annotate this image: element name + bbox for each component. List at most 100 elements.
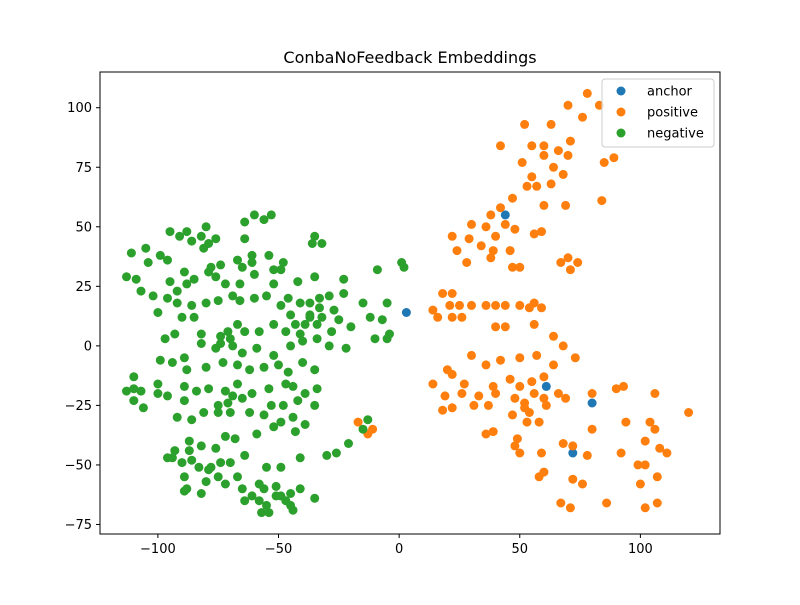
point-positive-122: [662, 448, 672, 458]
point-negative-35: [269, 279, 279, 289]
point-negative-168: [290, 427, 300, 437]
point-negative-42: [182, 279, 192, 289]
point-negative-87: [399, 262, 409, 272]
point-positive-16: [549, 162, 558, 172]
point-positive-54: [515, 300, 525, 310]
point-negative-122: [245, 365, 255, 375]
point-positive-21: [532, 181, 542, 191]
point-positive-96: [541, 400, 551, 410]
point-positive-123: [640, 436, 650, 446]
point-negative-89: [305, 312, 315, 322]
point-negative-90: [312, 319, 322, 329]
x-tick-label-4: 100: [628, 542, 653, 557]
point-positive-90: [510, 393, 520, 403]
point-positive-109: [534, 417, 544, 427]
point-negative-101: [252, 343, 262, 353]
point-negative-131: [122, 386, 131, 396]
point-negative-196: [331, 448, 341, 458]
point-positive-23: [561, 200, 571, 210]
point-positive-44: [563, 253, 573, 263]
point-negative-152: [310, 400, 320, 410]
point-positive-88: [474, 391, 484, 401]
point-negative-115: [167, 358, 177, 367]
point-positive-14: [599, 158, 609, 167]
point-negative-95: [240, 327, 250, 337]
point-positive-103: [438, 405, 448, 415]
point-negative-62: [283, 293, 293, 303]
point-negative-209: [220, 479, 230, 489]
point-negative-59: [249, 293, 259, 303]
point-positive-34: [510, 224, 520, 234]
point-negative-174: [184, 436, 194, 446]
point-positive-139: [539, 467, 549, 477]
point-negative-39: [211, 272, 221, 282]
point-negative-12: [175, 231, 185, 241]
point-negative-179: [187, 455, 197, 465]
point-positive-115: [587, 424, 597, 434]
point-negative-121: [233, 360, 242, 370]
point-negative-140: [220, 386, 230, 396]
point-negative-112: [196, 329, 206, 339]
point-negative-5: [165, 227, 175, 237]
point-positive-134: [578, 479, 587, 489]
point-negative-176: [184, 446, 194, 456]
point-negative-14: [155, 250, 165, 260]
point-negative-180: [194, 462, 204, 472]
point-negative-207: [247, 491, 257, 501]
point-positive-80: [428, 379, 438, 389]
point-positive-93: [539, 393, 549, 403]
point-positive-36: [537, 227, 546, 237]
point-positive-89: [491, 389, 501, 398]
point-negative-91: [295, 329, 305, 339]
point-negative-105: [312, 334, 322, 344]
point-negative-3: [259, 215, 269, 225]
point-negative-120: [218, 358, 228, 367]
point-negative-220: [257, 508, 267, 518]
point-negative-61: [276, 300, 286, 310]
point-negative-76: [327, 327, 337, 337]
point-negative-100: [237, 348, 247, 358]
point-positive-59: [428, 305, 438, 315]
point-negative-50: [163, 293, 172, 303]
point-positive-17: [527, 172, 537, 182]
point-negative-37: [235, 279, 245, 289]
point-positive-5: [546, 119, 556, 129]
point-negative-193: [276, 462, 286, 472]
point-positive-125: [619, 381, 628, 391]
point-positive-32: [464, 234, 474, 244]
point-negative-128: [129, 372, 139, 382]
point-positive-106: [512, 434, 522, 444]
point-negative-162: [172, 412, 182, 422]
point-negative-167: [300, 420, 310, 429]
legend-marker-positive: [616, 107, 626, 117]
point-negative-0: [249, 210, 259, 220]
point-negative-58: [235, 296, 245, 306]
point-negative-124: [274, 360, 283, 370]
point-positive-2: [563, 100, 573, 110]
point-negative-119: [201, 362, 211, 372]
point-negative-69: [329, 305, 339, 315]
point-negative-141: [233, 379, 242, 389]
point-negative-127: [310, 365, 320, 375]
point-positive-42: [486, 253, 496, 263]
point-positive-76: [515, 353, 525, 363]
point-positive-131: [652, 498, 662, 508]
point-positive-49: [438, 289, 448, 298]
y-tick-label-7: 100: [67, 101, 92, 116]
point-negative-77: [334, 315, 344, 325]
point-negative-164: [269, 422, 279, 432]
point-negative-29: [276, 265, 286, 275]
point-negative-126: [298, 358, 308, 367]
point-negative-92: [281, 327, 291, 337]
points-layer: [122, 88, 694, 518]
point-negative-192: [262, 462, 271, 472]
point-negative-98: [228, 341, 238, 351]
point-positive-114: [587, 389, 597, 398]
point-negative-202: [271, 481, 281, 491]
point-positive-92: [529, 389, 539, 398]
point-negative-103: [286, 341, 296, 351]
point-positive-107: [510, 441, 520, 451]
point-negative-65: [315, 293, 324, 303]
point-negative-212: [240, 496, 250, 506]
